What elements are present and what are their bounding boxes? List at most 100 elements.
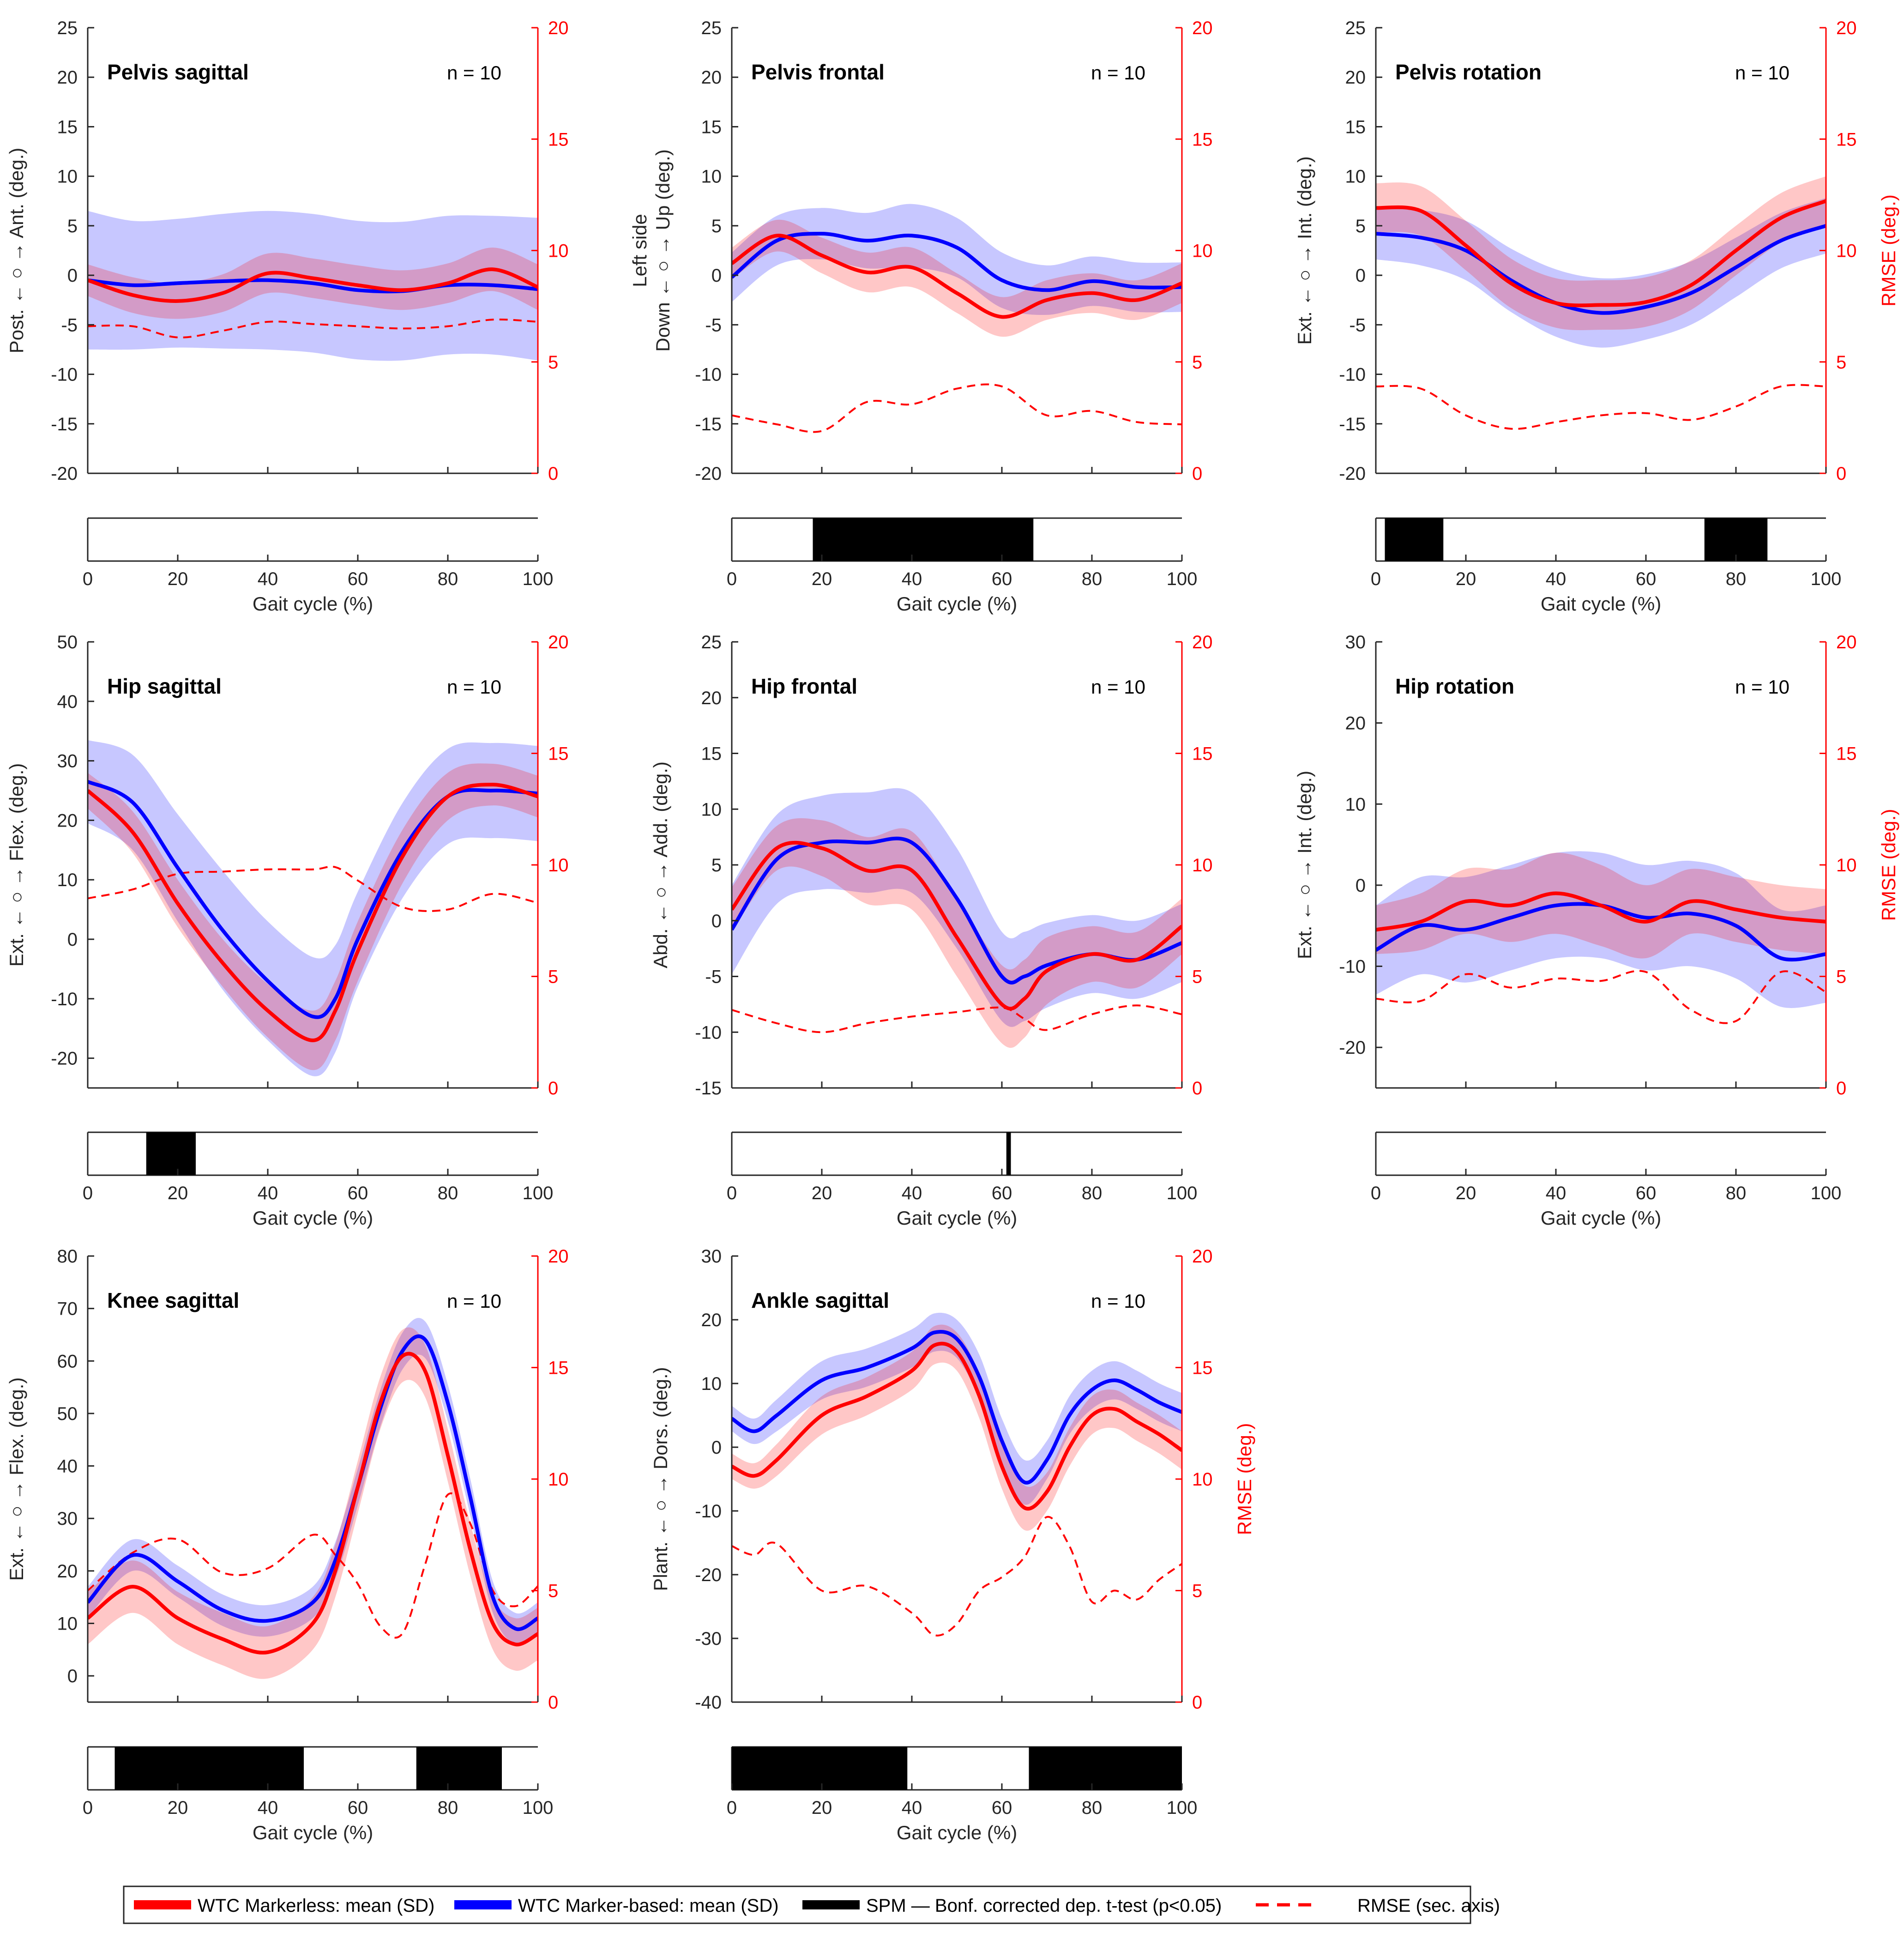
markerless-sd-band <box>1376 176 1826 331</box>
y2-tick-label: 0 <box>548 464 558 484</box>
y2-tick-label: 5 <box>548 967 558 987</box>
plot-area <box>732 788 1182 1048</box>
sample-size-label: n = 10 <box>447 1290 501 1312</box>
y2-tick-label: 15 <box>548 744 569 764</box>
y-tick-label: 0 <box>1356 876 1366 896</box>
rmse-line <box>1376 970 1826 1024</box>
y-axis-label: Ext. ← ○ → Flex. (deg.) <box>6 1377 27 1581</box>
panel-title: Pelvis rotation <box>1395 60 1542 84</box>
x-tick-label: 80 <box>1082 1798 1103 1818</box>
x-tick-label: 40 <box>1546 569 1567 589</box>
y-tick-label: 10 <box>1345 167 1366 187</box>
panel-title: Hip sagittal <box>107 674 222 698</box>
x-tick-label: 20 <box>812 1798 832 1818</box>
x-tick-label: 60 <box>348 1798 368 1818</box>
y2-tick-label: 20 <box>1192 632 1213 652</box>
x-tick-label: 0 <box>83 1798 93 1818</box>
x-axis-label: Gait cycle (%) <box>897 1822 1017 1843</box>
markerless-mean-line <box>1376 891 1826 932</box>
y-tick-label: 20 <box>1345 67 1366 88</box>
y2-tick-label: 20 <box>1192 1246 1213 1267</box>
x-axis-label: Gait cycle (%) <box>1541 593 1661 615</box>
y-tick-label: 0 <box>711 911 722 931</box>
y-tick-label: 30 <box>701 1246 722 1267</box>
y-tick-label: 5 <box>1356 216 1366 236</box>
y-tick-label: 20 <box>701 67 722 88</box>
panel-hip-rotation: -20 -10 0 10 20 30 0 5 10 15 20 Hip rotation n = 10 E… <box>1294 632 1899 1229</box>
x-tick-label: 100 <box>523 1183 554 1203</box>
panel-title: Hip rotation <box>1395 674 1514 698</box>
legend-marker-based-label: WTC Marker-based: mean (SD) <box>518 1896 779 1916</box>
x-tick-label: 0 <box>1371 569 1381 589</box>
x-tick-label: 40 <box>258 569 278 589</box>
x-tick-label: 80 <box>438 1798 458 1818</box>
markerless-mean-line <box>732 840 1182 1011</box>
x-tick-label: 0 <box>727 1798 737 1818</box>
y-tick-label: -10 <box>1339 365 1366 385</box>
y2-tick-label: 15 <box>1836 744 1857 764</box>
sample-size-label: n = 10 <box>447 62 501 84</box>
x-tick-label: 0 <box>83 569 93 589</box>
y-tick-label: 25 <box>701 18 722 38</box>
y2-tick-label: 5 <box>1836 967 1846 987</box>
y-tick-label: 10 <box>1345 794 1366 815</box>
spm-cluster <box>1704 518 1768 561</box>
y-tick-label: 15 <box>57 117 78 137</box>
x-tick-label: 20 <box>1456 1183 1476 1203</box>
spm-cluster <box>416 1747 502 1790</box>
spm-cluster <box>1006 1132 1011 1175</box>
y-axis-label: Ext. ← ○ → Int. (deg.) <box>1294 156 1315 344</box>
y2-tick-label: 0 <box>1836 464 1846 484</box>
y2-tick-label: 15 <box>1192 744 1213 764</box>
x-tick-label: 80 <box>438 569 458 589</box>
panel-pelvis-sagittal: -20 -15 -10 -5 0 5 10 15 20 25 0 5 10 15 20 Pelvis sagi… <box>6 18 569 615</box>
x-tick-label: 60 <box>1636 569 1657 589</box>
markerless-mean-line <box>88 267 538 303</box>
y2-tick-label: 10 <box>548 1469 569 1490</box>
markerless-mean-line <box>732 1341 1182 1511</box>
y2-tick-label: 15 <box>1192 129 1213 150</box>
x-tick-label: 60 <box>348 569 368 589</box>
y-tick-label: 5 <box>711 216 722 236</box>
marker-based-sd-band <box>88 1317 538 1645</box>
marker-based-sd-band <box>88 211 538 361</box>
x-tick-label: 40 <box>902 569 922 589</box>
y-tick-label: 10 <box>57 870 78 890</box>
x-tick-label: 20 <box>168 1183 188 1203</box>
y2-tick-label: 10 <box>1192 1469 1213 1490</box>
panel-hip-frontal: -15 -10 -5 0 5 10 15 20 25 0 5 10 15 20 Hip frontal n =… <box>650 632 1213 1229</box>
y-tick-label: 0 <box>1356 266 1366 286</box>
sample-size-label: n = 10 <box>447 676 501 698</box>
panel-title: Knee sagittal <box>107 1288 239 1312</box>
marker-based-mean-line <box>1376 224 1826 315</box>
y-tick-label: -40 <box>695 1692 722 1713</box>
y-tick-label: 0 <box>711 1438 722 1458</box>
x-tick-label: 40 <box>902 1183 922 1203</box>
x-tick-label: 100 <box>1811 1183 1842 1203</box>
y-tick-label: -15 <box>51 414 78 435</box>
y-tick-label: -15 <box>695 414 722 435</box>
y-tick-label: 20 <box>701 1310 722 1330</box>
y2-tick-label: 10 <box>1192 241 1213 261</box>
y-tick-label: -20 <box>1339 464 1366 484</box>
y-axis-label: Ext. ← ○ → Int. (deg.) <box>1294 771 1315 959</box>
x-tick-label: 40 <box>258 1798 278 1818</box>
legend-markerless-label: WTC Markerless: mean (SD) <box>198 1896 434 1916</box>
x-axis-label: Gait cycle (%) <box>897 1207 1017 1229</box>
marker-based-mean-line <box>88 278 538 294</box>
markerless-sd-band <box>732 1324 1182 1531</box>
sample-size-label: n = 10 <box>1091 62 1145 84</box>
y2-tick-label: 0 <box>548 1078 558 1099</box>
y-tick-label: 5 <box>711 855 722 876</box>
markerless-sd-band <box>732 219 1182 337</box>
y-tick-label: -30 <box>695 1629 722 1649</box>
plot-area <box>732 204 1182 433</box>
markerless-mean-line <box>1376 199 1826 308</box>
marker-based-mean-line <box>732 1330 1182 1485</box>
rmse-axis-label: RMSE (deg.) <box>1234 1423 1255 1535</box>
rmse-line <box>88 318 538 338</box>
y-tick-label: 15 <box>701 744 722 764</box>
y-tick-label: 50 <box>57 1404 78 1424</box>
y-tick-label: 25 <box>701 632 722 652</box>
